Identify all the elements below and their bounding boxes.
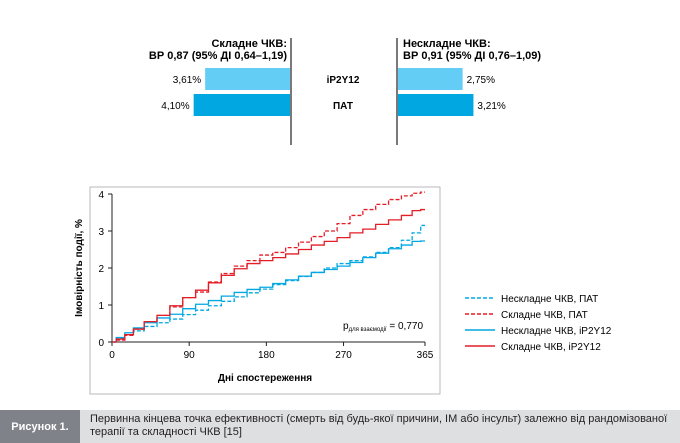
bar-left-pat-label: 4,10% [161, 101, 189, 112]
x-tick-label: 365 [417, 350, 434, 361]
legend-label: Складне ЧКВ, ПАТ [501, 310, 588, 321]
x-tick-label: 270 [335, 350, 352, 361]
x-tick-label: 90 [184, 350, 196, 361]
series-line-0 [112, 224, 425, 343]
bar-left-pat [193, 94, 290, 116]
caption-label: Рисунок 1. [0, 410, 80, 443]
y-tick-label: 2 [98, 264, 104, 275]
y-tick-label: 0 [98, 338, 104, 349]
legend-label: Нескладне ЧКВ, ПАТ [501, 294, 598, 305]
series-line-2 [112, 240, 425, 343]
row-label-ip2y12: iP2Y12 [327, 75, 360, 86]
km-chart: 0 90 180 270 365 0 1 2 3 4 Імовірність події, % Д… [74, 186, 612, 395]
x-tick-label: 180 [258, 350, 275, 361]
y-tick-label: 1 [98, 301, 104, 312]
legend-label: Нескладне ЧКВ, iP2Y12 [501, 326, 612, 337]
bar-right-pat-label: 3,21% [477, 101, 505, 112]
p-annotation: pдля взаємодії = 0,770 [343, 321, 423, 333]
bar-left-ip2y12 [205, 68, 290, 90]
caption-text: Первинна кінцева точка ефективності (сме… [80, 410, 680, 443]
y-tick-label: 4 [98, 190, 104, 201]
y-axis-label: Імовірність події, % [74, 219, 85, 317]
left-subtitle: ВР 0,87 (95% ДІ 0,64–1,19) [149, 50, 287, 62]
bar-right-ip2y12-label: 2,75% [467, 75, 495, 86]
comparison-chart: Складне ЧКВ: ВР 0,87 (95% ДІ 0,64–1,19) … [149, 38, 541, 145]
legend: Нескладне ЧКВ, ПАТ Складне ЧКВ, ПАТ Нескла… [465, 294, 612, 353]
x-axis-label: Дні спостереження [218, 373, 312, 384]
figure-caption: Рисунок 1. Первинна кінцева точка ефекти… [0, 410, 680, 443]
axis-ticks: 0 90 180 270 365 0 1 2 3 4 [98, 190, 433, 361]
series-line-1 [112, 191, 425, 343]
left-title: Складне ЧКВ: [211, 38, 287, 50]
bar-left-ip2y12-label: 3,61% [173, 75, 201, 86]
bar-right-pat [398, 94, 474, 116]
series-line-3 [112, 208, 425, 343]
right-subtitle: ВР 0,91 (95% ДІ 0,76–1,09) [403, 50, 541, 62]
series-group [112, 191, 425, 343]
legend-label: Складне ЧКВ, iP2Y12 [501, 342, 601, 353]
row-label-pat: ПАТ [333, 101, 353, 112]
x-tick-label: 0 [109, 350, 115, 361]
chart-frame [89, 186, 441, 395]
right-title: Нескладне ЧКВ: [403, 38, 491, 50]
y-tick-label: 3 [98, 227, 104, 238]
bar-right-ip2y12 [398, 68, 463, 90]
